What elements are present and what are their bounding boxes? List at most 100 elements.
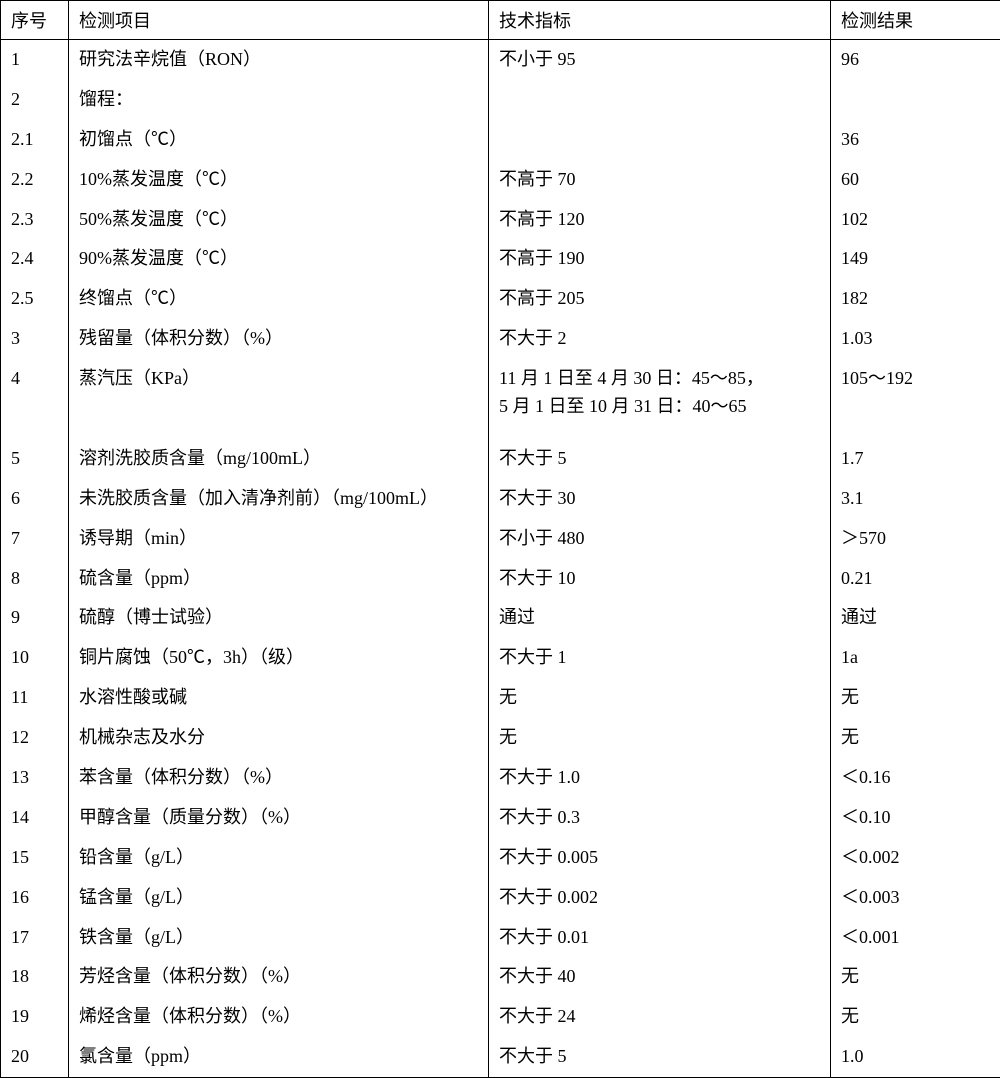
table-row: 2馏程： bbox=[1, 80, 1000, 120]
cell-result: 36 bbox=[831, 120, 1000, 160]
cell-result: 182 bbox=[831, 279, 1000, 319]
cell-spec: 不大于 10 bbox=[489, 559, 831, 599]
cell-result bbox=[831, 80, 1000, 120]
cell-result: 1.03 bbox=[831, 319, 1000, 359]
cell-seq: 20 bbox=[1, 1037, 69, 1077]
cell-item: 90%蒸发温度（℃） bbox=[69, 239, 489, 279]
cell-spec: 不高于 120 bbox=[489, 200, 831, 240]
cell-item: 铜片腐蚀（50℃，3h）（级） bbox=[69, 638, 489, 678]
cell-item: 水溶性酸或碱 bbox=[69, 678, 489, 718]
table-row: 2.350%蒸发温度（℃）不高于 120102 bbox=[1, 200, 1000, 240]
cell-spec bbox=[489, 427, 831, 439]
cell-result: ＜0.10 bbox=[831, 798, 1000, 838]
cell-seq: 7 bbox=[1, 519, 69, 559]
cell-item: 铁含量（g/L） bbox=[69, 918, 489, 958]
cell-result: 96 bbox=[831, 40, 1000, 80]
cell-seq: 2.5 bbox=[1, 279, 69, 319]
cell-item: 锰含量（g/L） bbox=[69, 878, 489, 918]
cell-result: ＜0.16 bbox=[831, 758, 1000, 798]
cell-item: 50%蒸发温度（℃） bbox=[69, 200, 489, 240]
table-row: 2.1初馏点（℃）36 bbox=[1, 120, 1000, 160]
cell-result: ＞570 bbox=[831, 519, 1000, 559]
cell-result: 无 bbox=[831, 678, 1000, 718]
cell-spec: 无 bbox=[489, 678, 831, 718]
table-row: 7诱导期（min）不小于 480＞570 bbox=[1, 519, 1000, 559]
cell-spec: 11 月 1 日至 4 月 30 日：45～85，5 月 1 日至 10 月 3… bbox=[489, 359, 831, 427]
cell-item: 苯含量（体积分数）（%） bbox=[69, 758, 489, 798]
table-row: 2.210%蒸发温度（℃）不高于 7060 bbox=[1, 160, 1000, 200]
cell-seq: 8 bbox=[1, 559, 69, 599]
cell-seq: 9 bbox=[1, 598, 69, 638]
cell-spec: 不小于 95 bbox=[489, 40, 831, 80]
cell-item: 芳烃含量（体积分数）（%） bbox=[69, 957, 489, 997]
cell-seq: 15 bbox=[1, 838, 69, 878]
cell-spec: 不大于 5 bbox=[489, 439, 831, 479]
cell-result: ＜0.002 bbox=[831, 838, 1000, 878]
col-header-seq: 序号 bbox=[1, 1, 69, 40]
cell-seq: 18 bbox=[1, 957, 69, 997]
table-body: 1研究法辛烷值（RON）不小于 95962馏程：2.1初馏点（℃）362.210… bbox=[1, 40, 1000, 1078]
cell-result: ＜0.003 bbox=[831, 878, 1000, 918]
table-row: 2.5终馏点（℃）不高于 205182 bbox=[1, 279, 1000, 319]
cell-item: 研究法辛烷值（RON） bbox=[69, 40, 489, 80]
cell-spec: 不大于 30 bbox=[489, 479, 831, 519]
table-row: 16锰含量（g/L）不大于 0.002＜0.003 bbox=[1, 878, 1000, 918]
table-row: 5溶剂洗胶质含量（mg/100mL）不大于 51.7 bbox=[1, 439, 1000, 479]
cell-seq: 14 bbox=[1, 798, 69, 838]
cell-result bbox=[831, 427, 1000, 439]
cell-result: 无 bbox=[831, 997, 1000, 1037]
spec-table: 序号 检测项目 技术指标 检测结果 1研究法辛烷值（RON）不小于 95962馏… bbox=[0, 0, 1000, 1078]
cell-spec: 通过 bbox=[489, 598, 831, 638]
cell-result: ＜0.001 bbox=[831, 918, 1000, 958]
table-row: 19烯烃含量（体积分数）（%）不大于 24无 bbox=[1, 997, 1000, 1037]
cell-seq: 19 bbox=[1, 997, 69, 1037]
table-row: 1研究法辛烷值（RON）不小于 9596 bbox=[1, 40, 1000, 80]
cell-result: 1a bbox=[831, 638, 1000, 678]
cell-seq: 17 bbox=[1, 918, 69, 958]
cell-seq: 10 bbox=[1, 638, 69, 678]
cell-item: 10%蒸发温度（℃） bbox=[69, 160, 489, 200]
cell-seq: 11 bbox=[1, 678, 69, 718]
cell-item: 甲醇含量（质量分数）（%） bbox=[69, 798, 489, 838]
cell-seq: 2.4 bbox=[1, 239, 69, 279]
cell-seq: 6 bbox=[1, 479, 69, 519]
cell-spec: 无 bbox=[489, 718, 831, 758]
cell-seq: 2.1 bbox=[1, 120, 69, 160]
cell-seq: 12 bbox=[1, 718, 69, 758]
cell-result: 1.0 bbox=[831, 1037, 1000, 1077]
table-row: 9硫醇（博士试验）通过通过 bbox=[1, 598, 1000, 638]
cell-item: 诱导期（min） bbox=[69, 519, 489, 559]
cell-spec: 不大于 0.002 bbox=[489, 878, 831, 918]
cell-spec: 不大于 5 bbox=[489, 1037, 831, 1077]
cell-spec: 不大于 1 bbox=[489, 638, 831, 678]
cell-seq: 4 bbox=[1, 359, 69, 427]
cell-item: 烯烃含量（体积分数）（%） bbox=[69, 997, 489, 1037]
cell-seq: 1 bbox=[1, 40, 69, 80]
cell-spec: 不大于 24 bbox=[489, 997, 831, 1037]
cell-result: 无 bbox=[831, 718, 1000, 758]
cell-item bbox=[69, 427, 489, 439]
table-row: 20氯含量（ppm）不大于 51.0 bbox=[1, 1037, 1000, 1077]
cell-spec: 不大于 40 bbox=[489, 957, 831, 997]
table-row bbox=[1, 427, 1000, 439]
cell-spec bbox=[489, 120, 831, 160]
cell-item: 铅含量（g/L） bbox=[69, 838, 489, 878]
spec-table-container: 序号 检测项目 技术指标 检测结果 1研究法辛烷值（RON）不小于 95962馏… bbox=[0, 0, 1000, 1078]
cell-spec: 不小于 480 bbox=[489, 519, 831, 559]
table-row: 3残留量（体积分数）（%）不大于 21.03 bbox=[1, 319, 1000, 359]
cell-item: 硫醇（博士试验） bbox=[69, 598, 489, 638]
table-header-row: 序号 检测项目 技术指标 检测结果 bbox=[1, 1, 1000, 40]
cell-spec bbox=[489, 80, 831, 120]
cell-item: 氯含量（ppm） bbox=[69, 1037, 489, 1077]
table-row: 11水溶性酸或碱无无 bbox=[1, 678, 1000, 718]
table-row: 12机械杂志及水分无无 bbox=[1, 718, 1000, 758]
cell-item: 馏程： bbox=[69, 80, 489, 120]
cell-item: 终馏点（℃） bbox=[69, 279, 489, 319]
cell-result: 无 bbox=[831, 957, 1000, 997]
cell-seq: 2 bbox=[1, 80, 69, 120]
cell-spec: 不大于 1.0 bbox=[489, 758, 831, 798]
cell-item: 残留量（体积分数）（%） bbox=[69, 319, 489, 359]
cell-result: 149 bbox=[831, 239, 1000, 279]
table-row: 13苯含量（体积分数）（%）不大于 1.0＜0.16 bbox=[1, 758, 1000, 798]
table-row: 2.490%蒸发温度（℃）不高于 190149 bbox=[1, 239, 1000, 279]
